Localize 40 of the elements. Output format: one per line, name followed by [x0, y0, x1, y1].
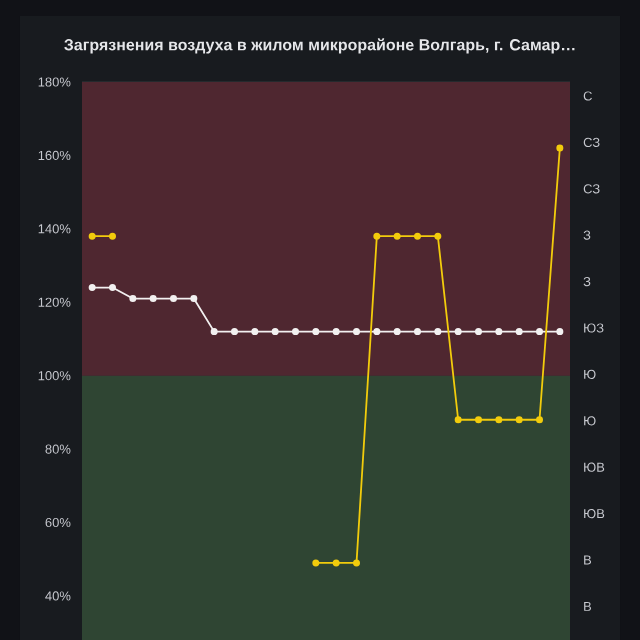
- point: [292, 328, 300, 336]
- point: [170, 295, 178, 303]
- point: [373, 232, 381, 240]
- point: [495, 328, 503, 336]
- point: [475, 416, 483, 424]
- point: [475, 328, 483, 336]
- point: [414, 328, 422, 336]
- point: [515, 416, 523, 424]
- point: [353, 328, 360, 336]
- point: [271, 328, 279, 336]
- point: [190, 295, 198, 303]
- point: [434, 232, 442, 240]
- point: [536, 416, 544, 424]
- point: [210, 328, 218, 336]
- point: [515, 328, 523, 336]
- point: [332, 559, 340, 567]
- point: [556, 328, 564, 336]
- chart-title: Загрязнения воздуха в жилом микрорайоне Волгарь, г. Самар…: [64, 38, 575, 54]
- point: [373, 328, 381, 336]
- point: [434, 328, 442, 336]
- point: [88, 232, 96, 240]
- point: [251, 328, 259, 336]
- point: [353, 559, 360, 567]
- point: [109, 232, 116, 240]
- point: [231, 328, 239, 336]
- point: [454, 416, 462, 424]
- point: [556, 144, 564, 152]
- point: [149, 295, 157, 303]
- point: [454, 328, 462, 336]
- point: [109, 284, 116, 292]
- point: [312, 559, 320, 567]
- point: [129, 295, 137, 303]
- point: [393, 232, 401, 240]
- point: [393, 328, 401, 336]
- point: [88, 284, 96, 292]
- point: [536, 328, 544, 336]
- point: [332, 328, 340, 336]
- point: [495, 416, 503, 424]
- point: [312, 328, 320, 336]
- point: [414, 232, 422, 240]
